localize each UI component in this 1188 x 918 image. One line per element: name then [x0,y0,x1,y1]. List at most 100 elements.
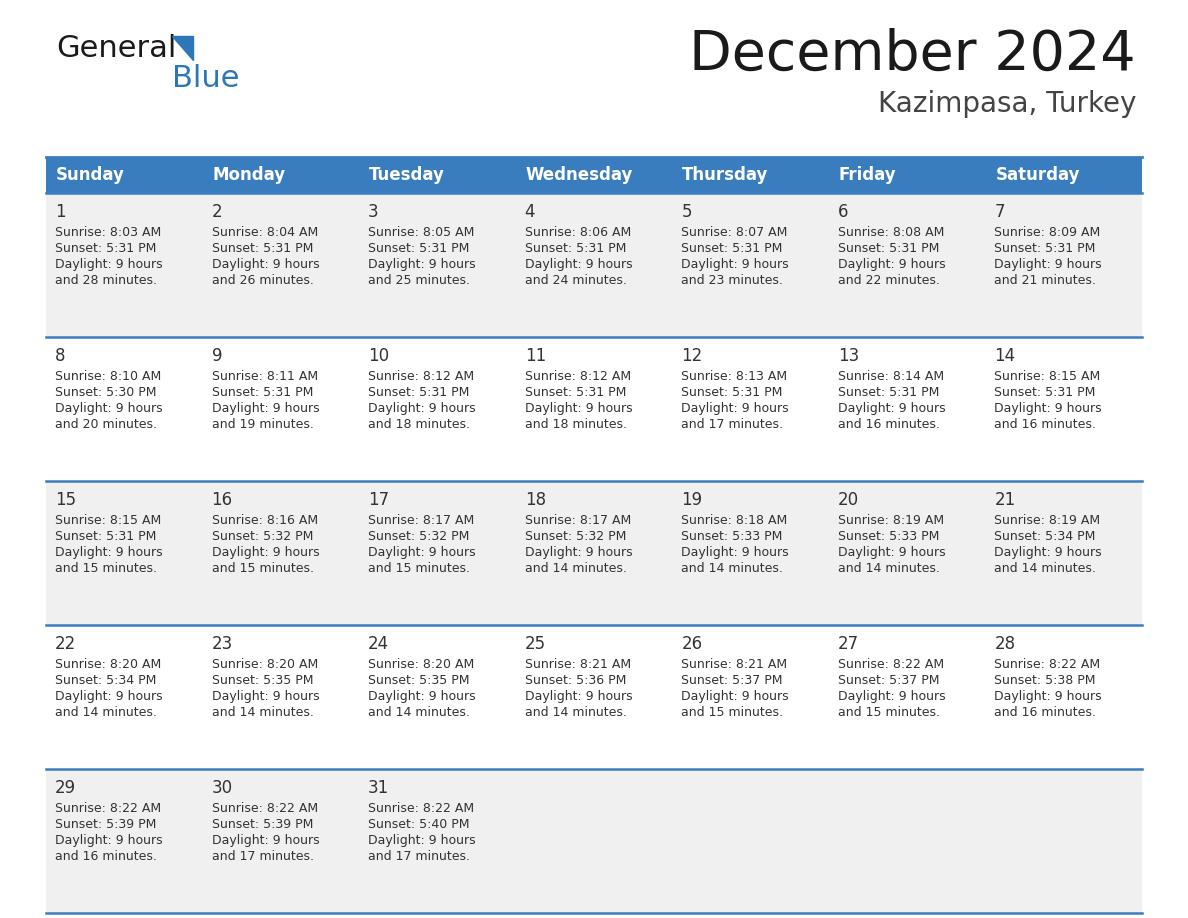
Text: and 14 minutes.: and 14 minutes. [211,706,314,719]
Text: Sunrise: 8:15 AM: Sunrise: 8:15 AM [994,370,1100,383]
Text: and 14 minutes.: and 14 minutes. [55,706,157,719]
Text: and 14 minutes.: and 14 minutes. [525,562,626,575]
Text: Daylight: 9 hours: Daylight: 9 hours [994,258,1102,271]
Text: Sunset: 5:39 PM: Sunset: 5:39 PM [211,818,312,831]
Text: and 22 minutes.: and 22 minutes. [838,274,940,287]
Text: Daylight: 9 hours: Daylight: 9 hours [211,546,320,559]
Bar [46,481,1142,625]
Text: and 14 minutes.: and 14 minutes. [681,562,783,575]
Text: 4: 4 [525,203,536,221]
Text: and 26 minutes.: and 26 minutes. [211,274,314,287]
Text: 5: 5 [681,203,691,221]
Text: 30: 30 [211,779,233,797]
Text: Sunrise: 8:11 AM: Sunrise: 8:11 AM [211,370,317,383]
Text: and 18 minutes.: and 18 minutes. [368,418,470,431]
Text: and 17 minutes.: and 17 minutes. [368,850,470,863]
Text: 17: 17 [368,491,390,509]
Text: 22: 22 [55,635,76,653]
Text: Sunset: 5:32 PM: Sunset: 5:32 PM [525,530,626,543]
Text: Saturday: Saturday [996,166,1080,184]
Text: Daylight: 9 hours: Daylight: 9 hours [994,546,1102,559]
Text: 2: 2 [211,203,222,221]
Text: Sunrise: 8:16 AM: Sunrise: 8:16 AM [211,514,317,527]
Text: and 23 minutes.: and 23 minutes. [681,274,783,287]
Text: Sunset: 5:31 PM: Sunset: 5:31 PM [368,386,469,399]
Text: Sunday: Sunday [56,166,125,184]
Text: Sunrise: 8:19 AM: Sunrise: 8:19 AM [838,514,944,527]
Text: 16: 16 [211,491,233,509]
Text: 8: 8 [55,347,65,365]
Text: Sunset: 5:31 PM: Sunset: 5:31 PM [368,242,469,255]
Text: Sunrise: 8:21 AM: Sunrise: 8:21 AM [681,658,788,671]
Bar [46,157,1142,193]
Text: Sunrise: 8:20 AM: Sunrise: 8:20 AM [55,658,162,671]
Text: Daylight: 9 hours: Daylight: 9 hours [525,690,632,703]
Text: Sunset: 5:39 PM: Sunset: 5:39 PM [55,818,157,831]
Text: Kazimpasa, Turkey: Kazimpasa, Turkey [878,90,1136,118]
Text: and 16 minutes.: and 16 minutes. [994,418,1097,431]
Text: Sunset: 5:31 PM: Sunset: 5:31 PM [211,386,312,399]
Text: and 24 minutes.: and 24 minutes. [525,274,626,287]
Text: Sunrise: 8:12 AM: Sunrise: 8:12 AM [525,370,631,383]
Text: Sunrise: 8:18 AM: Sunrise: 8:18 AM [681,514,788,527]
Text: Monday: Monday [213,166,285,184]
Bar [46,337,1142,481]
Text: Daylight: 9 hours: Daylight: 9 hours [838,402,946,415]
Text: Sunset: 5:31 PM: Sunset: 5:31 PM [55,242,157,255]
Text: Sunset: 5:37 PM: Sunset: 5:37 PM [838,674,940,687]
Text: Sunset: 5:35 PM: Sunset: 5:35 PM [368,674,469,687]
Text: Daylight: 9 hours: Daylight: 9 hours [55,402,163,415]
Text: and 15 minutes.: and 15 minutes. [681,706,783,719]
Text: Daylight: 9 hours: Daylight: 9 hours [368,690,475,703]
Text: Sunrise: 8:20 AM: Sunrise: 8:20 AM [211,658,318,671]
Text: Thursday: Thursday [682,166,769,184]
Text: Sunset: 5:31 PM: Sunset: 5:31 PM [994,242,1095,255]
Text: 23: 23 [211,635,233,653]
Text: and 17 minutes.: and 17 minutes. [681,418,783,431]
Text: Sunrise: 8:20 AM: Sunrise: 8:20 AM [368,658,474,671]
Text: Daylight: 9 hours: Daylight: 9 hours [368,402,475,415]
Text: Sunset: 5:31 PM: Sunset: 5:31 PM [55,530,157,543]
Text: 13: 13 [838,347,859,365]
Text: and 15 minutes.: and 15 minutes. [55,562,157,575]
Text: 18: 18 [525,491,545,509]
Text: Sunrise: 8:10 AM: Sunrise: 8:10 AM [55,370,162,383]
Text: 31: 31 [368,779,390,797]
Text: Sunrise: 8:21 AM: Sunrise: 8:21 AM [525,658,631,671]
Text: Daylight: 9 hours: Daylight: 9 hours [838,546,946,559]
Text: 1: 1 [55,203,65,221]
Text: and 14 minutes.: and 14 minutes. [838,562,940,575]
Text: and 18 minutes.: and 18 minutes. [525,418,627,431]
Text: Daylight: 9 hours: Daylight: 9 hours [55,690,163,703]
Text: Sunrise: 8:06 AM: Sunrise: 8:06 AM [525,226,631,239]
Text: and 14 minutes.: and 14 minutes. [368,706,470,719]
Text: Sunset: 5:34 PM: Sunset: 5:34 PM [994,530,1095,543]
Text: and 14 minutes.: and 14 minutes. [994,562,1097,575]
Text: Sunset: 5:31 PM: Sunset: 5:31 PM [525,242,626,255]
Text: Sunset: 5:33 PM: Sunset: 5:33 PM [681,530,783,543]
Text: 7: 7 [994,203,1005,221]
Text: 25: 25 [525,635,545,653]
Text: Sunrise: 8:22 AM: Sunrise: 8:22 AM [838,658,944,671]
Text: and 21 minutes.: and 21 minutes. [994,274,1097,287]
Text: and 28 minutes.: and 28 minutes. [55,274,157,287]
Text: 29: 29 [55,779,76,797]
Text: and 20 minutes.: and 20 minutes. [55,418,157,431]
Text: Sunset: 5:31 PM: Sunset: 5:31 PM [838,242,940,255]
Text: and 25 minutes.: and 25 minutes. [368,274,470,287]
Text: and 16 minutes.: and 16 minutes. [55,850,157,863]
Text: Daylight: 9 hours: Daylight: 9 hours [211,402,320,415]
Text: Daylight: 9 hours: Daylight: 9 hours [55,546,163,559]
Text: Daylight: 9 hours: Daylight: 9 hours [55,258,163,271]
Text: Sunset: 5:40 PM: Sunset: 5:40 PM [368,818,469,831]
Text: Daylight: 9 hours: Daylight: 9 hours [681,546,789,559]
Text: Daylight: 9 hours: Daylight: 9 hours [368,546,475,559]
Text: Sunset: 5:31 PM: Sunset: 5:31 PM [681,386,783,399]
Text: 12: 12 [681,347,702,365]
Text: Sunrise: 8:22 AM: Sunrise: 8:22 AM [368,802,474,815]
Text: Sunset: 5:31 PM: Sunset: 5:31 PM [211,242,312,255]
Text: Daylight: 9 hours: Daylight: 9 hours [525,258,632,271]
Text: Sunset: 5:32 PM: Sunset: 5:32 PM [368,530,469,543]
Text: Sunrise: 8:05 AM: Sunrise: 8:05 AM [368,226,474,239]
Text: and 17 minutes.: and 17 minutes. [211,850,314,863]
